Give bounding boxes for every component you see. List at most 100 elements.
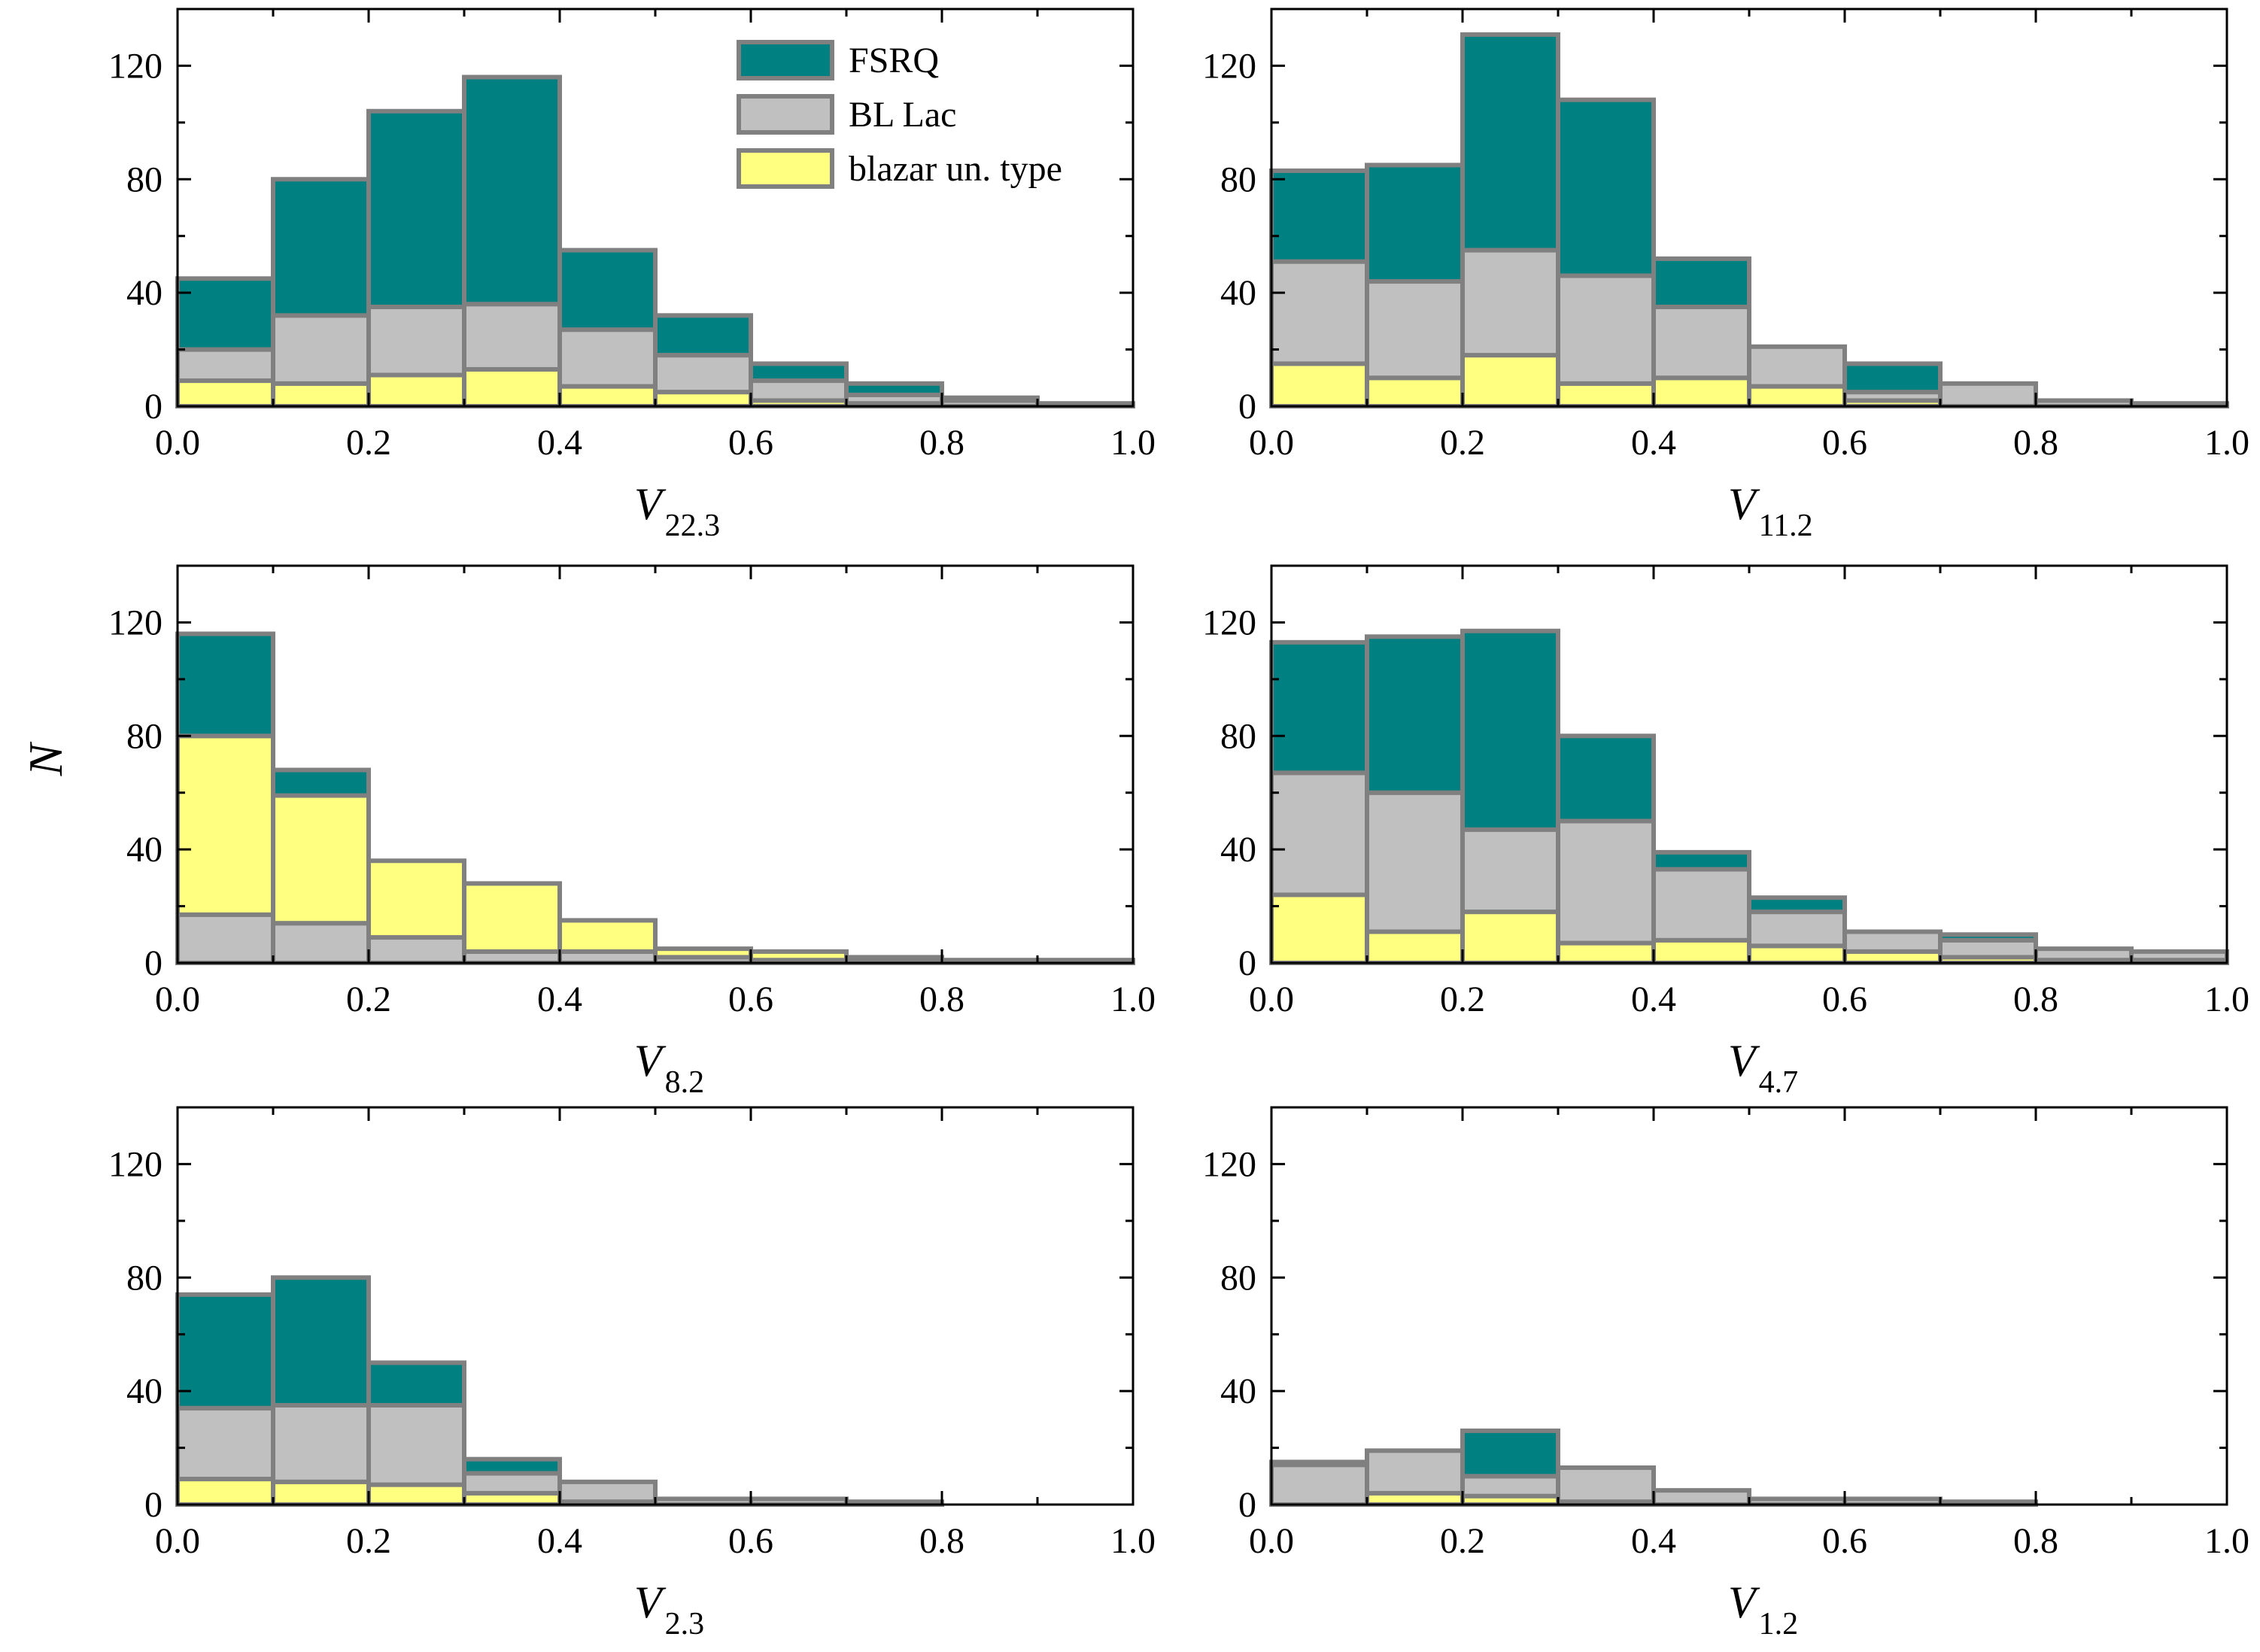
- bar-bl-lac-bin-8: [1938, 937, 2038, 960]
- y-tick-label: 40: [1220, 830, 1256, 870]
- bar-bl-lac-bin-7: [1842, 929, 1943, 954]
- x-tick-label: 0.0: [155, 1521, 200, 1561]
- bar-bl-lac-bin-5: [1651, 1488, 1751, 1507]
- bar-blazar-un-type-bin-4: [462, 881, 562, 954]
- bar-fsrq-bin-7: [1842, 361, 1943, 395]
- y-tick-label: 120: [1202, 46, 1256, 86]
- y-tick-label: 120: [108, 603, 163, 642]
- bar-fsrq-bin-8: [844, 381, 944, 397]
- bar-blazar-un-type-bin-1: [175, 1477, 275, 1507]
- x-tick-label: 0.8: [2013, 423, 2058, 463]
- bar-blazar-un-type-bin-3: [1460, 353, 1560, 408]
- legend: FSRQ BL Lac blazar un. type: [737, 40, 1062, 189]
- legend-swatch-blazar-un-type: [737, 148, 834, 189]
- x-tick-label: 0.6: [1822, 423, 1867, 463]
- bar-blazar-un-type-bin-3: [366, 1482, 466, 1507]
- legend-label-blazar-un-type: blazar un. type: [849, 149, 1062, 189]
- bar-blazar-un-type-bin-2: [271, 381, 371, 409]
- bar-fsrq-bin-3: [1460, 1428, 1560, 1479]
- x-tick-label: 0.2: [346, 979, 391, 1019]
- bar-bl-lac-bin-1: [1269, 1462, 1369, 1507]
- x-tick-label: 1.0: [1110, 1521, 1156, 1561]
- x-axis-title-main: V: [1728, 1578, 1760, 1627]
- legend-swatch-bl-lac: [737, 94, 834, 135]
- bar-bl-lac-bin-9: [2034, 946, 2134, 963]
- bar-bl-lac-bin-2: [271, 313, 371, 386]
- x-tick-label: 0.2: [346, 1521, 391, 1561]
- bar-fsrq-bin-1: [175, 276, 275, 352]
- bar-blazar-un-type-bin-5: [1651, 375, 1751, 408]
- x-tick-label: 1.0: [2204, 1521, 2249, 1561]
- y-tick-label: 40: [1220, 1371, 1256, 1411]
- bar-blazar-un-type-bin-3: [366, 858, 466, 940]
- x-tick-label: 0.2: [346, 423, 391, 463]
- y-tick-label: 80: [1220, 159, 1256, 199]
- x-tick-label: 0.6: [1822, 979, 1867, 1019]
- bar-fsrq-bin-2: [271, 177, 371, 318]
- bar-bl-lac-bin-2: [1365, 790, 1465, 934]
- x-tick-label: 0.0: [155, 979, 200, 1019]
- bar-bl-lac-bin-2: [1365, 1448, 1465, 1496]
- bar-fsrq-bin-3: [366, 1360, 466, 1408]
- bar-fsrq-bin-9: [940, 395, 1040, 403]
- x-axis-title-main: V: [634, 1578, 667, 1627]
- y-tick-label: 0: [144, 943, 163, 983]
- bar-bl-lac-bin-4: [462, 302, 562, 372]
- x-tick-label: 0.0: [1249, 423, 1294, 463]
- bar-bl-lac-bin-4: [1556, 818, 1656, 946]
- bar-blazar-un-type-bin-2: [1365, 929, 1465, 965]
- bar-bl-lac-bin-5: [1651, 867, 1751, 943]
- x-tick-label: 1.0: [2204, 979, 2249, 1019]
- y-tick-label: 120: [108, 46, 163, 86]
- bar-fsrq-bin-1: [1269, 168, 1369, 264]
- bar-blazar-un-type-bin-5: [557, 384, 658, 408]
- y-tick-label: 0: [144, 1485, 163, 1525]
- x-tick-label: 0.8: [919, 423, 964, 463]
- x-tick-label: 0.6: [728, 423, 773, 463]
- bar-bl-lac-bin-2: [271, 1403, 371, 1484]
- x-tick-label: 0.6: [728, 1521, 773, 1561]
- bar-bl-lac-bin-3: [366, 305, 466, 378]
- bar-blazar-un-type-bin-7: [749, 949, 849, 963]
- bar-blazar-un-type-bin-6: [1747, 384, 1847, 408]
- x-tick-label: 0.4: [537, 1521, 582, 1561]
- x-tick-label: 0.2: [1440, 423, 1485, 463]
- bar-bl-lac-bin-6: [653, 353, 753, 395]
- x-tick-label: 0.2: [1440, 979, 1485, 1019]
- bar-blazar-un-type-bin-1: [175, 733, 275, 917]
- bar-bl-lac-bin-7: [749, 378, 849, 403]
- x-axis-title: V11.2: [1728, 479, 1813, 543]
- bar-bl-lac-bin-3: [1460, 247, 1560, 358]
- x-axis-title: V1.2: [1728, 1578, 1798, 1641]
- bar-bl-lac-bin-2: [271, 921, 371, 965]
- x-tick-label: 0.0: [1249, 1521, 1294, 1561]
- y-tick-label: 40: [1220, 273, 1256, 313]
- bar-bl-lac-bin-1: [1269, 259, 1369, 366]
- x-axis-title-subscript: 1.2: [1759, 1607, 1799, 1641]
- bar-blazar-un-type-bin-3: [366, 372, 466, 408]
- bar-bl-lac-bin-4: [462, 1471, 562, 1496]
- bar-bl-lac-bin-5: [557, 327, 658, 389]
- bar-bl-lac-bin-2: [1365, 279, 1465, 381]
- bar-bl-lac-bin-4: [1556, 1465, 1656, 1505]
- bar-blazar-un-type-bin-4: [1556, 381, 1656, 409]
- bar-fsrq-bin-1: [1269, 1459, 1369, 1468]
- x-axis-title: V4.7: [1728, 1036, 1798, 1100]
- bar-fsrq-bin-3: [1460, 32, 1560, 253]
- y-tick-label: 0: [1238, 943, 1256, 983]
- x-axis-title: V2.3: [634, 1578, 704, 1641]
- plot-frame: [1270, 1106, 2228, 1506]
- x-axis-title-subscript: 2.3: [665, 1607, 705, 1641]
- bar-fsrq-bin-3: [366, 108, 466, 309]
- legend-label-bl-lac: BL Lac: [849, 95, 956, 135]
- x-tick-label: 0.8: [919, 1521, 964, 1561]
- chart-panel-1: 0.0 0.2 0.4 0.6 0.8 1.0 0 40 80 120 V22.3: [108, 8, 1156, 543]
- bar-fsrq-bin-1: [1269, 639, 1369, 776]
- y-tick-label: 120: [1202, 603, 1256, 642]
- y-tick-label: 80: [126, 716, 163, 756]
- bar-fsrq-bin-2: [1365, 162, 1465, 284]
- x-tick-label: 0.4: [1631, 1521, 1676, 1561]
- bar-blazar-un-type-bin-5: [557, 918, 658, 954]
- bar-bl-lac-bin-3: [1460, 827, 1560, 915]
- x-axis-title-main: V: [634, 1036, 667, 1086]
